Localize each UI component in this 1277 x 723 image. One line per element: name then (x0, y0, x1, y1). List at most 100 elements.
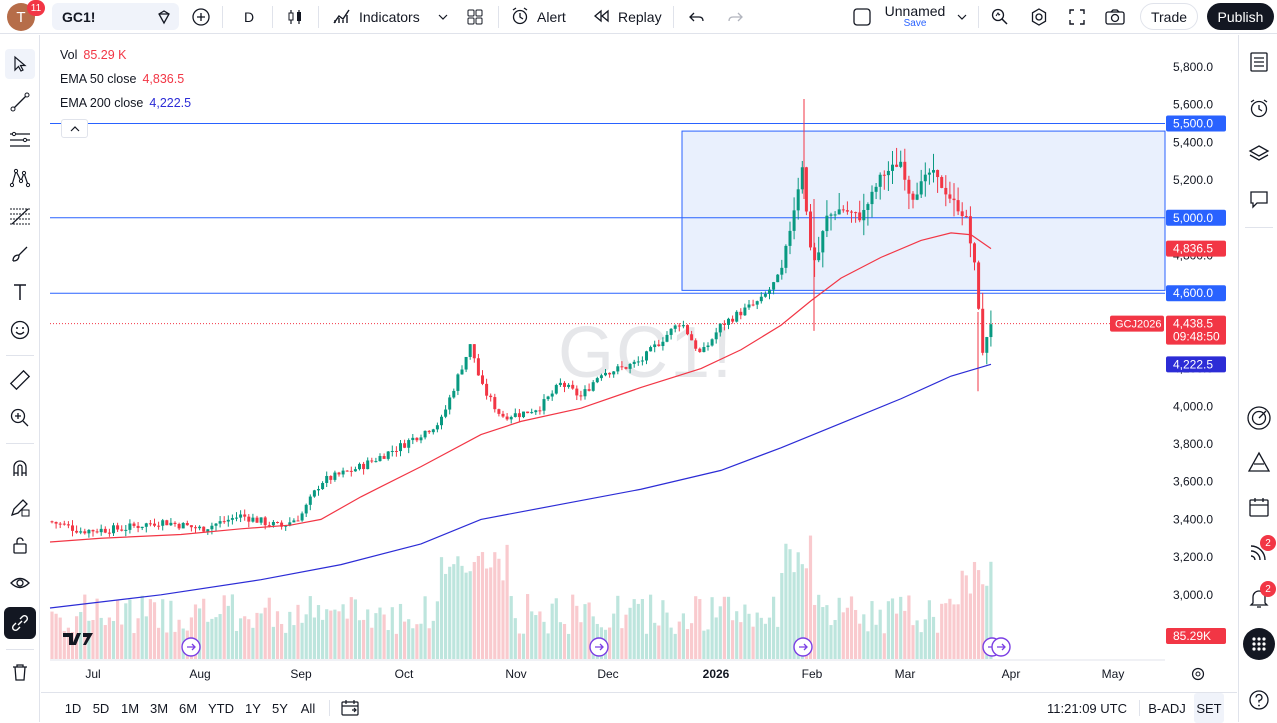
emoji-smile-icon[interactable] (5, 315, 35, 345)
price-chart[interactable]: GC1!5,800.05,600.05,400.05,200.05,000.04… (41, 35, 1237, 690)
candle-body (768, 289, 771, 294)
candle-body (604, 372, 607, 376)
cursor-arrow-icon[interactable] (5, 49, 35, 79)
range-5d[interactable]: 5D (92, 700, 110, 716)
range-1m[interactable]: 1M (120, 700, 140, 716)
volume-bar (419, 623, 423, 659)
interval-button[interactable]: D (243, 9, 255, 25)
volume-bar (587, 602, 591, 659)
quick-search-icon[interactable] (988, 0, 1012, 34)
lock-icon[interactable] (5, 530, 35, 560)
candles-icon[interactable] (283, 0, 307, 34)
horizontal-lines-icon[interactable] (5, 125, 35, 155)
chart-area[interactable]: GC1!5,800.05,600.05,400.05,200.05,000.04… (41, 35, 1237, 690)
volume-bar (386, 630, 390, 659)
volume-bar (210, 618, 214, 659)
volume-bar (333, 609, 337, 659)
eye-visibility-icon[interactable] (5, 568, 35, 598)
legend-ema50-value: 4,836.5 (142, 72, 185, 86)
indicators-button[interactable]: Indicators (332, 0, 424, 34)
volume-bar (788, 549, 792, 659)
candle-body (722, 323, 726, 325)
goto-date-calendar-icon[interactable] (337, 693, 363, 723)
range-3m[interactable]: 3M (149, 700, 169, 716)
session-toggle[interactable]: SET (1194, 693, 1224, 723)
brush-icon[interactable] (5, 239, 35, 269)
indicators-dropdown-chevron-icon[interactable] (435, 0, 451, 34)
compare-add-icon[interactable] (188, 0, 214, 34)
redo-icon[interactable] (724, 0, 746, 34)
volume-bar (111, 621, 116, 659)
volume-bar (165, 632, 169, 659)
ruler-measure-icon[interactable] (5, 365, 35, 395)
range-1y[interactable]: 1Y (245, 700, 261, 716)
camera-snapshot-icon[interactable] (1102, 0, 1128, 34)
fib-retracement-icon[interactable] (5, 201, 35, 231)
volume-bar (583, 604, 587, 659)
candle-body (407, 440, 411, 448)
apps-grid-icon[interactable] (1242, 627, 1276, 661)
volume-bar (353, 599, 357, 659)
candle-body (845, 210, 849, 212)
zoom-in-icon[interactable] (5, 403, 35, 433)
utc-clock[interactable]: 11:21:09 UTC (1047, 700, 1127, 716)
candle-body (587, 389, 591, 391)
hline-5000-tag: 5,000.0 (1173, 211, 1213, 225)
range-ytd[interactable]: YTD (208, 700, 234, 716)
range-all[interactable]: All (300, 700, 316, 716)
trash-icon[interactable] (5, 657, 35, 687)
diamond-icon[interactable] (156, 9, 172, 28)
volume-bar (534, 615, 538, 659)
symbol-search[interactable]: GC1! (52, 3, 179, 30)
price-tick-label: 3,800.0 (1173, 437, 1213, 451)
pattern-icon[interactable] (5, 163, 35, 193)
alerts-clock-icon[interactable] (1242, 91, 1276, 125)
trade-button[interactable]: Trade (1140, 3, 1198, 30)
range-5y[interactable]: 5Y (272, 700, 288, 716)
publish-button[interactable]: Publish (1207, 3, 1274, 30)
magnet-icon[interactable] (5, 454, 35, 484)
replay-button[interactable]: Replay (592, 0, 662, 34)
alert-button[interactable]: Alert (510, 0, 574, 34)
layout-name-button[interactable]: Unnamed Save (880, 3, 950, 31)
legend-ema200[interactable]: EMA 200 close 4,222.5 (60, 96, 191, 110)
replay-label: Replay (618, 9, 662, 25)
pencil-lock-drawing-icon[interactable] (5, 492, 35, 522)
range-1d[interactable]: 1D (64, 700, 82, 716)
candle-body (862, 209, 866, 221)
ideas-triangle-icon[interactable] (1242, 445, 1276, 479)
candle-body (882, 174, 886, 176)
link-sync-icon[interactable] (4, 607, 36, 639)
legend-ema50[interactable]: EMA 50 close 4,836.5 (60, 72, 184, 86)
time-tick-label: Feb (802, 667, 823, 681)
layout-checkbox-icon[interactable] (850, 0, 874, 34)
layouts-grid-icon[interactable] (463, 0, 487, 34)
candle-body (202, 526, 206, 532)
candle-body (448, 397, 452, 410)
chat-icon[interactable] (1242, 183, 1276, 217)
volume-bar (140, 595, 144, 659)
candle-body (780, 267, 784, 275)
back-adjust-toggle[interactable]: B-ADJ (1148, 700, 1186, 716)
trend-line-icon[interactable] (5, 87, 35, 117)
text-tool-icon[interactable] (5, 277, 35, 307)
settings-gear-icon[interactable] (1027, 0, 1051, 34)
feed-stream-icon[interactable] (1242, 535, 1276, 569)
volume-bar (735, 611, 739, 659)
fullscreen-icon[interactable] (1065, 0, 1089, 34)
range-6m[interactable]: 6M (178, 700, 198, 716)
layout-chevron-down-icon[interactable] (954, 0, 970, 34)
layers-icon[interactable] (1242, 137, 1276, 171)
candle-body (948, 194, 952, 199)
watchlist-icon[interactable] (1242, 45, 1276, 79)
candle-body (333, 472, 337, 480)
candle-body (292, 520, 296, 523)
candle-body (989, 324, 993, 338)
candle-body (686, 325, 689, 335)
undo-icon[interactable] (686, 0, 708, 34)
target-icon[interactable] (1242, 401, 1276, 435)
legend-volume[interactable]: Vol 85.29 K (60, 48, 126, 62)
calendar-icon[interactable] (1242, 490, 1276, 524)
help-question-icon[interactable] (1242, 683, 1276, 717)
legend-collapse-chevron-up-icon[interactable] (61, 119, 88, 138)
